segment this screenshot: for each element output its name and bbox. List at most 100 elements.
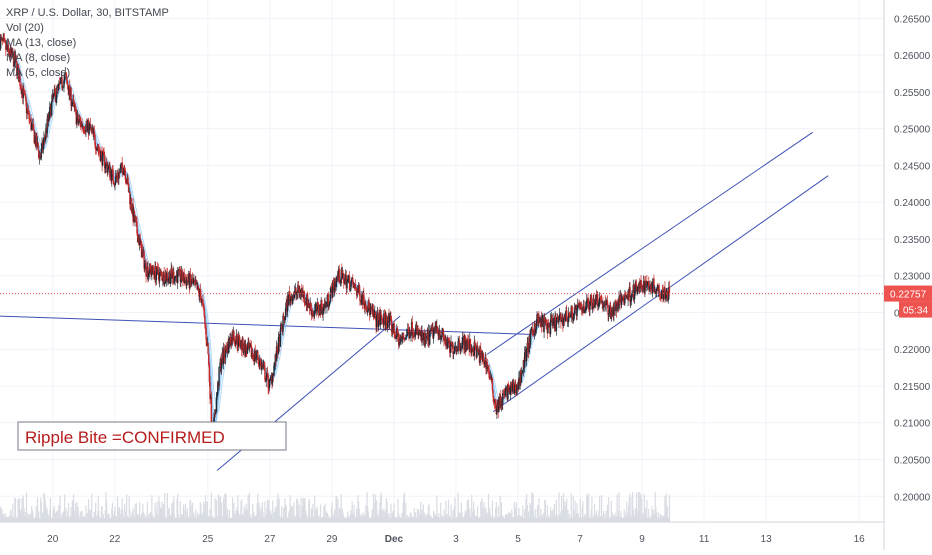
volume-bar <box>352 514 354 522</box>
candle-body <box>229 337 232 344</box>
candle-body <box>279 328 282 347</box>
volume-bar <box>45 517 48 522</box>
candle-body <box>100 151 102 161</box>
annotation-box[interactable] <box>17 421 287 451</box>
indicator-ma-5[interactable]: MA (5, close) <box>6 67 71 79</box>
candle-body <box>200 299 203 303</box>
volume-bar <box>210 492 212 522</box>
volume-bar <box>152 517 154 522</box>
volume-bar <box>3 512 5 522</box>
volume-bar <box>384 511 386 522</box>
candle-body <box>254 350 256 359</box>
volume-bar <box>30 517 32 522</box>
candle-body <box>635 282 637 284</box>
volume-bar <box>275 506 277 522</box>
volume-bar <box>272 500 274 522</box>
volume-bar <box>577 513 579 522</box>
volume-bar <box>1 515 4 522</box>
volume-bar <box>259 510 261 522</box>
volume-bar <box>122 517 125 522</box>
candle-body <box>295 292 298 295</box>
ma-8-line <box>4 38 670 426</box>
candle-body <box>648 288 651 290</box>
volume-bar <box>156 501 158 522</box>
volume-bar <box>353 504 355 522</box>
volume-bar <box>98 510 100 522</box>
candle-body <box>585 307 587 309</box>
volume-bar <box>269 513 271 522</box>
volume-bar <box>298 504 300 522</box>
candle-body <box>82 126 85 131</box>
volume-bar <box>294 516 296 522</box>
volume-bar <box>168 507 170 522</box>
volume-bar <box>545 517 547 522</box>
volume-bar <box>217 516 219 522</box>
indicator-volume[interactable]: Vol (20) <box>6 22 44 34</box>
volume-bar <box>564 501 566 522</box>
volume-bar <box>348 517 351 522</box>
volume-bar <box>431 517 433 522</box>
volume-bar <box>456 517 458 522</box>
volume-bar <box>573 515 576 522</box>
candle-body <box>359 292 361 302</box>
volume-bar <box>190 517 192 522</box>
volume-bar <box>647 517 649 522</box>
candle-body <box>642 289 644 291</box>
volume-bar <box>191 505 193 522</box>
annotation-layer[interactable]: Ripple Bite =CONFIRMED <box>17 421 287 451</box>
candle-body <box>97 147 99 150</box>
volume-bar <box>211 516 214 522</box>
volume-bar <box>652 509 654 522</box>
candle-body <box>614 300 616 311</box>
y-tick-label: 0.25000 <box>894 125 931 136</box>
volume-bar <box>447 514 449 522</box>
candle-body <box>204 315 206 325</box>
volume-bar <box>650 517 652 522</box>
candle-body <box>461 338 464 343</box>
candle-body <box>600 299 603 304</box>
candle-body <box>618 296 620 309</box>
candle-body <box>624 293 627 296</box>
volume-bar <box>500 502 503 522</box>
volume-bar <box>58 517 61 522</box>
volume-bar <box>425 517 427 522</box>
indicator-ma-13[interactable]: MA (13, close) <box>6 37 77 49</box>
volume-bar <box>77 506 79 522</box>
candle-body <box>49 106 51 119</box>
candle-body <box>560 313 562 323</box>
candle-body <box>322 309 324 315</box>
candle-body <box>432 330 435 339</box>
volume-bar <box>358 508 360 522</box>
candle-body <box>668 286 671 294</box>
volume-bar <box>661 516 663 522</box>
volume-bar <box>496 517 498 522</box>
candle-body <box>125 179 127 183</box>
candle-body <box>562 318 565 326</box>
volume-bar <box>340 494 342 522</box>
candle-body <box>136 221 138 234</box>
candle-body <box>215 411 217 415</box>
volume-bar <box>155 517 157 522</box>
volume-bar <box>40 501 42 522</box>
volume-bar <box>528 516 530 522</box>
candle-body <box>590 294 592 303</box>
candle-body <box>507 384 509 400</box>
volume-bar <box>498 516 501 522</box>
volume-bar <box>330 507 333 522</box>
candle-body <box>646 282 649 286</box>
volume-bar <box>635 492 638 522</box>
indicator-ma-8[interactable]: MA (8, close) <box>6 52 71 64</box>
volume-bar <box>294 517 296 522</box>
volume-bar <box>379 502 381 522</box>
candle-body <box>202 303 205 308</box>
candle-body <box>157 268 160 276</box>
volume-bar <box>291 517 293 522</box>
candle-body <box>534 323 536 333</box>
candle-body <box>659 291 661 297</box>
candle-body <box>242 352 245 353</box>
volume-bar <box>148 513 150 522</box>
volume-bar <box>91 517 94 522</box>
volume-bar <box>232 517 234 522</box>
